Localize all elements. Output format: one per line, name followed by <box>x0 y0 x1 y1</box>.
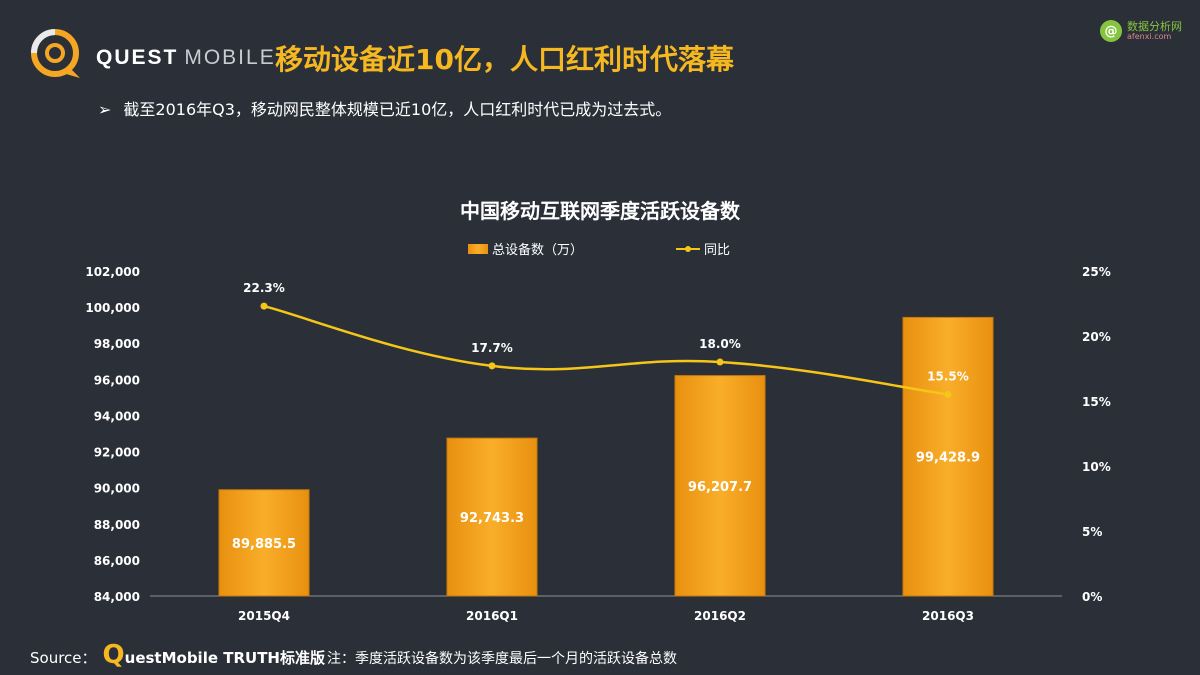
x-tick-label: 2016Q2 <box>694 609 746 623</box>
watermark-sub: afenxi.com <box>1127 32 1172 41</box>
watermark-text: 数据分析网 <box>1127 20 1182 33</box>
y-tick-right: 10% <box>1082 460 1111 474</box>
yoy-value-label: 22.3% <box>243 281 285 295</box>
arrow-bullet-icon: ➢ <box>98 100 112 119</box>
y-tick-right: 0% <box>1082 590 1102 604</box>
yoy-point <box>716 358 724 366</box>
x-tick-label: 2016Q1 <box>466 609 518 623</box>
yoy-value-label: 18.0% <box>699 337 741 351</box>
bar <box>902 316 994 597</box>
y-tick-right: 25% <box>1082 265 1111 279</box>
y-tick-left: 98,000 <box>94 337 140 351</box>
source-note: 注：季度活跃设备数为该季度最后一个月的活跃设备总数 <box>327 651 677 667</box>
y-tick-right: 15% <box>1082 395 1111 409</box>
y-tick-right: 5% <box>1082 525 1102 539</box>
bar-value-label: 92,743.3 <box>460 511 524 526</box>
chart-legend: 总设备数（万） 同比 <box>468 242 730 258</box>
yoy-line <box>263 304 949 396</box>
bar-series: 89,885.5 92,743.3 96,207.7 99,428.9 <box>218 316 994 597</box>
y-tick-left: 88,000 <box>94 518 140 532</box>
legend-bar-swatch <box>468 244 488 254</box>
x-axis-labels: 2015Q4 2016Q1 2016Q2 2016Q3 <box>238 609 974 623</box>
yoy-point <box>488 362 496 370</box>
source-label: Source： <box>30 649 97 667</box>
y-tick-left: 90,000 <box>94 482 140 496</box>
source-name: uestMobile TRUTH标准版 <box>124 649 325 667</box>
y-tick-left: 92,000 <box>94 446 140 460</box>
y-tick-left: 100,000 <box>85 301 140 315</box>
bar-value-label: 89,885.5 <box>232 537 296 552</box>
legend-line-label: 同比 <box>704 243 730 258</box>
chart-title: 中国移动互联网季度活跃设备数 <box>460 199 741 223</box>
y-tick-left: 96,000 <box>94 373 140 387</box>
y-tick-left: 94,000 <box>94 409 140 423</box>
bar-value-label: 99,428.9 <box>916 451 980 466</box>
x-tick-label: 2016Q3 <box>922 609 974 623</box>
y-axis-right: 0% 5% 10% 15% 20% 25% <box>1082 265 1111 604</box>
slide-title: 移动设备近10亿，人口红利时代落幕 <box>275 43 734 76</box>
legend-line-marker <box>685 246 691 252</box>
watermark: @ 数据分析网 afenxi.com <box>1100 20 1182 42</box>
source-q-logo: Q <box>102 640 125 670</box>
y-axis-left: 84,000 86,000 88,000 90,000 92,000 94,000 96,0… <box>85 265 140 604</box>
bar <box>674 375 766 597</box>
yoy-points: 22.3% 17.7% 18.0% 15.5% <box>243 281 969 398</box>
yoy-point <box>260 302 268 310</box>
brand-name-bold: QUEST <box>96 46 179 69</box>
bullet-text: 截至2016年Q3，移动网民整体规模已近10亿，人口红利时代已成为过去式。 <box>123 100 672 119</box>
yoy-value-label: 15.5% <box>927 370 969 384</box>
legend-bar-label: 总设备数（万） <box>492 242 583 258</box>
bar <box>446 437 538 597</box>
bullet-point: ➢ 截至2016年Q3，移动网民整体规模已近10亿，人口红利时代已成为过去式。 <box>98 96 671 120</box>
bar-value-label: 96,207.7 <box>688 480 752 495</box>
y-tick-left: 86,000 <box>94 554 140 568</box>
brand-name-light: MOBILE <box>184 46 276 69</box>
yoy-value-label: 17.7% <box>471 341 513 355</box>
brand-name: QUEST MOBILE <box>96 46 276 70</box>
bar <box>218 489 310 597</box>
x-tick-label: 2015Q4 <box>238 609 290 623</box>
y-tick-right: 20% <box>1082 330 1111 344</box>
y-tick-left: 84,000 <box>94 590 140 604</box>
quest-mobile-logo <box>31 29 80 78</box>
y-tick-left: 102,000 <box>85 265 140 279</box>
watermark-at-icon: @ <box>1100 20 1122 42</box>
yoy-point <box>944 391 952 398</box>
